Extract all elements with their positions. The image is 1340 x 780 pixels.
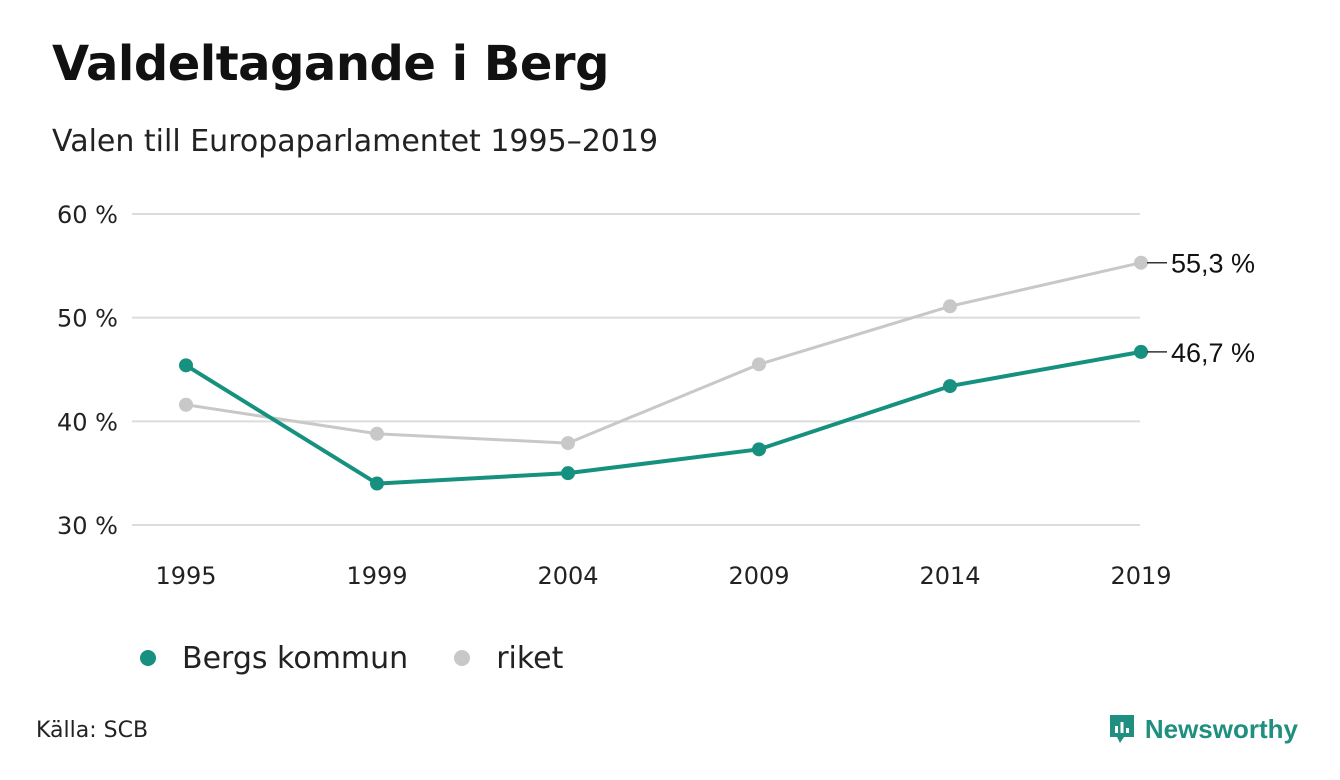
- end-label: 55,3 %: [1171, 249, 1255, 279]
- end-label: 46,7 %: [1171, 338, 1255, 368]
- series-line: [184, 349, 1142, 486]
- chart-title: Valdeltagande i Berg: [52, 36, 609, 92]
- data-point: [943, 379, 957, 394]
- legend: Bergs kommun riket: [140, 636, 609, 680]
- brand[interactable]: Newsworthy: [1107, 712, 1298, 746]
- series-line: [185, 261, 1142, 445]
- legend-item-bergs: Bergs kommun: [140, 641, 408, 676]
- data-point: [752, 442, 766, 457]
- brand-name: Newsworthy: [1144, 713, 1298, 744]
- data-point: [370, 476, 384, 491]
- data-point: [179, 397, 193, 412]
- y-tick-label: 60 %: [57, 201, 118, 229]
- legend-label-riket: riket: [496, 640, 564, 676]
- x-tick-label: 2019: [1110, 562, 1171, 590]
- y-tick-label: 50 %: [57, 305, 118, 333]
- x-tick-label: 1999: [346, 562, 407, 590]
- data-point: [752, 357, 766, 372]
- x-tick-label: 1995: [155, 562, 216, 590]
- legend-dot-bergs: [140, 650, 156, 666]
- data-point: [179, 358, 193, 373]
- legend-dot-riket: [454, 650, 471, 666]
- source-note: Källa: SCB: [36, 718, 149, 743]
- data-point: [943, 299, 957, 314]
- x-tick-label: 2009: [728, 562, 789, 590]
- data-point: [561, 466, 575, 481]
- x-tick-label: 2004: [537, 562, 598, 590]
- newsworthy-logo-icon: [1109, 715, 1134, 743]
- data-point: [561, 436, 575, 451]
- y-tick-label: 40 %: [57, 408, 118, 436]
- data-point: [1134, 344, 1148, 359]
- x-tick-label: 2014: [919, 562, 980, 590]
- y-tick-label: 30 %: [57, 512, 118, 540]
- chart-subtitle: Valen till Europaparlamentet 1995–2019: [52, 124, 659, 159]
- data-point: [370, 426, 384, 441]
- legend-item-riket: riket: [454, 641, 563, 676]
- data-point: [1134, 255, 1148, 270]
- legend-label-bergs: Bergs kommun: [182, 640, 409, 676]
